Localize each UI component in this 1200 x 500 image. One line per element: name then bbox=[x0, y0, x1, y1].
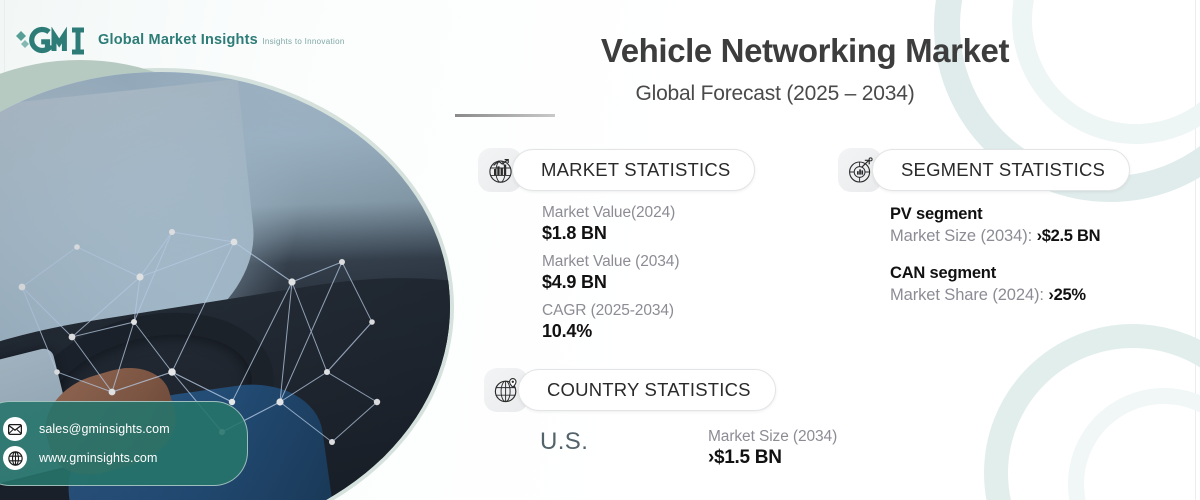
globe-bar-chart-icon bbox=[478, 148, 522, 192]
market-statistics-section: MARKET STATISTICS Market Value(2024) $1.… bbox=[478, 148, 756, 342]
country-metric-value: ›$1.5 BN bbox=[708, 447, 782, 468]
gmi-logo-icon bbox=[14, 22, 88, 58]
contact-website-text: www.gminsights.com bbox=[39, 451, 158, 465]
segment-statistics-heading: SEGMENT STATISTICS bbox=[872, 149, 1131, 191]
country-metric-label: Market Size (2034) bbox=[708, 428, 838, 445]
title-underline bbox=[455, 114, 555, 117]
globe-icon bbox=[3, 446, 27, 470]
brand-logo[interactable]: Global Market Insights Insights to Innov… bbox=[14, 22, 345, 58]
country-statistics-section: COUNTRY STATISTICS U.S. Market Size (203… bbox=[484, 368, 837, 469]
hero-image-block: sales@gminsights.com www.gminsights.com bbox=[0, 0, 470, 500]
brand-name: Global Market Insights bbox=[98, 32, 258, 48]
market-item-label: CAGR (2025-2034) bbox=[542, 302, 674, 319]
decorative-ring-bottom-right-outer bbox=[984, 324, 1200, 500]
contact-email-row[interactable]: sales@gminsights.com bbox=[3, 417, 233, 441]
segment-statistics-section: SEGMENT STATISTICS PV segment Market Siz… bbox=[838, 148, 1131, 305]
market-statistics-list: Market Value(2024) $1.8 BN Market Value … bbox=[542, 204, 755, 342]
segment-statistics-list: PV segment Market Size (2034): ›$2.5 BN … bbox=[890, 205, 1130, 305]
country-statistics-row: U.S. Market Size (2034) ›$1.5 BN bbox=[540, 428, 837, 469]
right-edge-line bbox=[1195, 0, 1196, 500]
segment-item: CAN segment Market Share (2024): ›25% bbox=[890, 264, 1130, 305]
decorative-ring-bottom-right-inner bbox=[1068, 388, 1200, 500]
page-title: Vehicle Networking Market bbox=[600, 32, 1010, 69]
segment-item-value: ›25% bbox=[1048, 286, 1086, 304]
contact-badge: sales@gminsights.com www.gminsights.com bbox=[0, 401, 248, 486]
brand-tagline: Insights to Innovation bbox=[262, 37, 345, 46]
country-statistics-heading: COUNTRY STATISTICS bbox=[518, 369, 776, 411]
market-item-label: Market Value (2034) bbox=[542, 253, 680, 270]
market-statistics-heading: MARKET STATISTICS bbox=[512, 149, 756, 191]
country-name: U.S. bbox=[540, 428, 589, 455]
market-item-value: $1.8 BN bbox=[542, 223, 607, 243]
segment-item-name: CAN segment bbox=[890, 264, 996, 282]
segment-item-name: PV segment bbox=[890, 205, 983, 223]
segment-item-metric-row: Market Size (2034): ›$2.5 BN bbox=[890, 227, 1130, 246]
contact-website-row[interactable]: www.gminsights.com bbox=[3, 446, 233, 470]
segment-item-metric-row: Market Share (2024): ›25% bbox=[890, 286, 1130, 305]
page-subtitle: Global Forecast (2025 – 2034) bbox=[635, 82, 915, 105]
market-item-value: $4.9 BN bbox=[542, 272, 607, 292]
segment-item-metric: Market Size (2034): bbox=[890, 227, 1033, 245]
envelope-icon bbox=[3, 417, 27, 441]
decorative-ring-top-right-inner bbox=[1012, 0, 1200, 144]
market-item-label: Market Value(2024) bbox=[542, 204, 676, 221]
segment-item: PV segment Market Size (2034): ›$2.5 BN bbox=[890, 205, 1130, 246]
market-item-value: 10.4% bbox=[542, 321, 593, 341]
segment-item-value: ›$2.5 BN bbox=[1036, 227, 1101, 245]
contact-email-text: sales@gminsights.com bbox=[39, 422, 170, 436]
segment-item-metric: Market Share (2024): bbox=[890, 286, 1044, 304]
